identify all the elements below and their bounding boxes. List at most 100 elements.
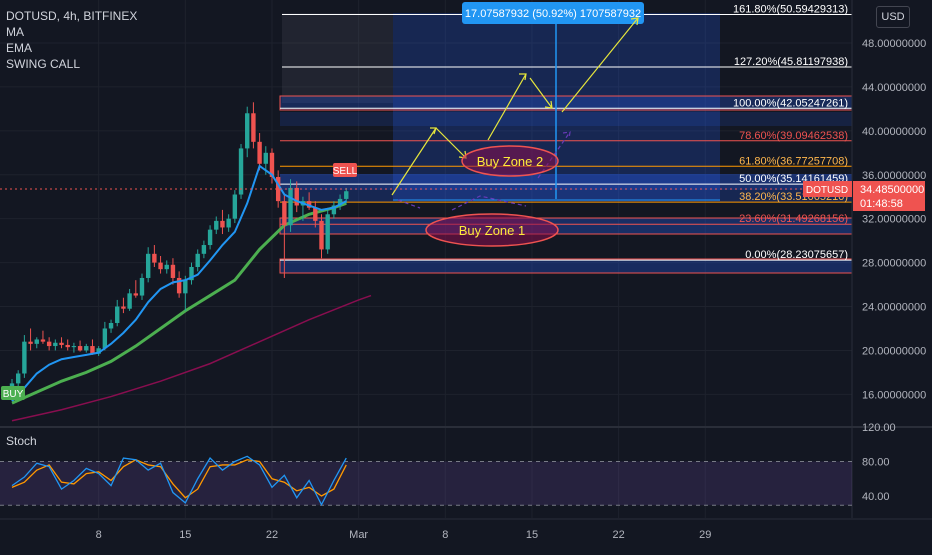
candle-body: [245, 113, 250, 149]
candle-body: [158, 262, 163, 270]
candle-body: [115, 306, 120, 323]
candle-body: [77, 346, 83, 351]
fib-label: 100.00%(42.05247261): [733, 97, 848, 109]
buy-zone-2-ellipse: [461, 145, 559, 177]
candle-body: [96, 348, 101, 354]
stoch-tick-label: 40.00: [862, 491, 890, 503]
candle-body: [220, 220, 225, 228]
buy-zone-2-box-lower: [280, 190, 852, 202]
candle-body: [214, 220, 219, 230]
indicator-ma[interactable]: MA: [6, 25, 24, 39]
arrow-path-5: [561, 17, 639, 113]
indicator-ema[interactable]: EMA: [6, 41, 33, 55]
slow-ma-line: [11, 294, 372, 422]
fib-label: 61.80%(36.77257708): [739, 155, 848, 167]
candle-body: [90, 346, 95, 354]
chart-legend: DOTUSD, 4h, BITFINEX MA EMA SWING CALL: [6, 8, 137, 72]
fib-levels: 161.80%(50.59429313) 127.20%(45.81197938)…: [280, 4, 852, 261]
candle-body: [71, 346, 77, 348]
symbol-info[interactable]: DOTUSD, 4h, BITFINEX: [6, 9, 138, 23]
stoch-indicator-label[interactable]: Stoch: [6, 434, 37, 448]
time-tick-label: Mar: [349, 529, 368, 541]
arrow-head-5: [630, 17, 639, 26]
price-tick-label: 16.00000000: [862, 389, 926, 401]
sell-signal-box: [333, 163, 357, 177]
stoch-k-line: [11, 455, 347, 507]
buy-signal-label: BUY: [3, 389, 24, 400]
arrow-path-4: [529, 77, 553, 109]
arrow-path-3: [487, 73, 527, 141]
fib-label: 161.80%(50.59429313): [733, 4, 848, 16]
price-tick-label: 40.00000000: [862, 126, 926, 138]
candle-body: [28, 341, 33, 344]
stoch-axis[interactable]: 120.00 80.00 40.00: [862, 422, 896, 503]
stoch-tick-label: 80.00: [862, 457, 890, 469]
fib-label: 0.00%(28.23075657): [745, 249, 848, 261]
price-axis[interactable]: 48.00000000 44.00000000 40.00000000 36.0000…: [862, 38, 926, 401]
candle-body: [226, 218, 231, 228]
candle-body: [65, 344, 70, 348]
stoch-pane: [0, 455, 852, 507]
candle-body: [275, 176, 281, 202]
measure-label: 17.07587932 (50.92%) 1707587932: [465, 8, 641, 20]
stoch-tick-label: 120.00: [862, 422, 896, 434]
candle-body: [344, 191, 349, 199]
candle-body: [170, 264, 176, 278]
candle-body: [108, 322, 114, 329]
candle-body: [288, 187, 293, 226]
arrow-path-1: [391, 127, 437, 196]
candle-body: [319, 220, 324, 250]
candle-body: [34, 339, 39, 344]
candle-body: [121, 306, 126, 309]
currency-button[interactable]: USD: [876, 6, 910, 28]
candle-body: [46, 341, 52, 347]
price-tag-value-box: [853, 181, 925, 211]
time-tick-label: 15: [179, 529, 191, 541]
support-zone: [279, 258, 853, 274]
arrow-head-3: [519, 73, 527, 81]
time-tick-label: 22: [266, 529, 278, 541]
candle-body: [201, 245, 207, 254]
indicator-swing-call[interactable]: SWING CALL: [6, 57, 81, 71]
time-axis[interactable]: 8 15 22 Mar 8 15 22 29: [96, 529, 712, 541]
price-tick-label: 44.00000000: [862, 82, 926, 94]
candle-body: [84, 346, 89, 351]
fib-label: 127.20%(45.81197938): [734, 56, 848, 68]
price-tag-value: 34.48500000: [860, 184, 924, 196]
candle-body: [40, 339, 46, 342]
time-tick-label: 8: [96, 529, 102, 541]
time-tick-label: 8: [442, 529, 448, 541]
time-tick-label: 29: [699, 529, 711, 541]
buy-signal-box: [1, 386, 25, 400]
candle-body: [102, 328, 108, 349]
candle-body: [207, 229, 213, 246]
resistance-zone-mid: [280, 112, 852, 126]
arrow-head-4: [544, 100, 553, 109]
candle-body: [251, 113, 256, 142]
candle-body: [313, 207, 318, 221]
candle-body: [337, 198, 343, 206]
slow-ma-path: [11, 294, 372, 422]
price-tick-label: 20.00000000: [862, 345, 926, 357]
fib-shade-left: [282, 13, 393, 103]
price-tag-symbol: DOTUSD: [806, 185, 848, 196]
measure-label-box: [462, 2, 644, 24]
price-tick-label: 32.00000000: [862, 214, 926, 226]
candle-body: [152, 253, 157, 263]
buy-zone-1-ellipse: [425, 213, 559, 247]
candle-body: [306, 201, 312, 208]
price-tag-countdown: 01:48:58: [860, 198, 903, 210]
fib-label: 23.60%(31.49268156): [739, 213, 848, 225]
price-tick-label: 24.00000000: [862, 302, 926, 314]
ma-path: [11, 164, 347, 402]
candle-body: [127, 293, 132, 309]
candle-body: [257, 141, 262, 164]
candle-body: [331, 205, 337, 215]
price-tick-label: 28.00000000: [862, 258, 926, 270]
candle-body: [164, 264, 169, 270]
candle-body: [294, 187, 299, 206]
buy-zone-1-label: Buy Zone 1: [459, 223, 526, 238]
candle-body: [22, 341, 27, 374]
candle-body: [263, 152, 268, 164]
